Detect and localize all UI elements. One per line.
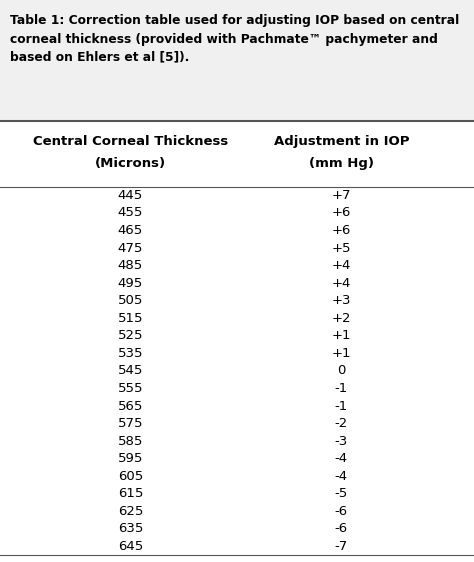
Text: 555: 555 <box>118 382 143 395</box>
Text: corneal thickness (provided with Pachmate™ pachymeter and: corneal thickness (provided with Pachmat… <box>10 33 438 46</box>
Text: +1: +1 <box>331 347 351 360</box>
Text: -7: -7 <box>335 540 348 553</box>
Text: 645: 645 <box>118 540 143 553</box>
Text: 535: 535 <box>118 347 143 360</box>
Text: 585: 585 <box>118 434 143 448</box>
Text: 525: 525 <box>118 329 143 342</box>
Text: -2: -2 <box>335 417 348 430</box>
Text: 575: 575 <box>118 417 143 430</box>
Text: Adjustment in IOP: Adjustment in IOP <box>273 135 409 148</box>
Text: -1: -1 <box>335 400 348 413</box>
Text: 455: 455 <box>118 206 143 219</box>
Text: -3: -3 <box>335 434 348 448</box>
Text: 0: 0 <box>337 364 346 378</box>
Text: based on Ehlers et al [5]).: based on Ehlers et al [5]). <box>10 51 190 64</box>
Text: 485: 485 <box>118 259 143 272</box>
Text: -6: -6 <box>335 505 348 518</box>
Text: 505: 505 <box>118 294 143 307</box>
Text: +3: +3 <box>331 294 351 307</box>
Text: 545: 545 <box>118 364 143 378</box>
Text: +1: +1 <box>331 329 351 342</box>
Text: -4: -4 <box>335 452 348 465</box>
Text: 445: 445 <box>118 189 143 202</box>
Text: (mm Hg): (mm Hg) <box>309 157 374 170</box>
Text: (Microns): (Microns) <box>95 157 166 170</box>
Text: 595: 595 <box>118 452 143 465</box>
Text: 495: 495 <box>118 277 143 289</box>
Text: 625: 625 <box>118 505 143 518</box>
Text: -1: -1 <box>335 382 348 395</box>
Text: +2: +2 <box>331 312 351 325</box>
Text: 475: 475 <box>118 242 143 255</box>
Text: Central Corneal Thickness: Central Corneal Thickness <box>33 135 228 148</box>
Bar <box>0 0 474 121</box>
Text: 605: 605 <box>118 470 143 483</box>
Text: -6: -6 <box>335 523 348 536</box>
Text: -4: -4 <box>335 470 348 483</box>
Text: Table 1: Correction table used for adjusting IOP based on central: Table 1: Correction table used for adjus… <box>10 14 460 27</box>
Text: +6: +6 <box>332 206 351 219</box>
Text: +7: +7 <box>331 189 351 202</box>
Text: 565: 565 <box>118 400 143 413</box>
Text: 635: 635 <box>118 523 143 536</box>
Text: +4: +4 <box>332 277 351 289</box>
Text: 515: 515 <box>118 312 143 325</box>
Text: 615: 615 <box>118 487 143 500</box>
Text: -5: -5 <box>335 487 348 500</box>
Text: +4: +4 <box>332 259 351 272</box>
Text: +6: +6 <box>332 224 351 237</box>
Text: 465: 465 <box>118 224 143 237</box>
Text: +5: +5 <box>331 242 351 255</box>
